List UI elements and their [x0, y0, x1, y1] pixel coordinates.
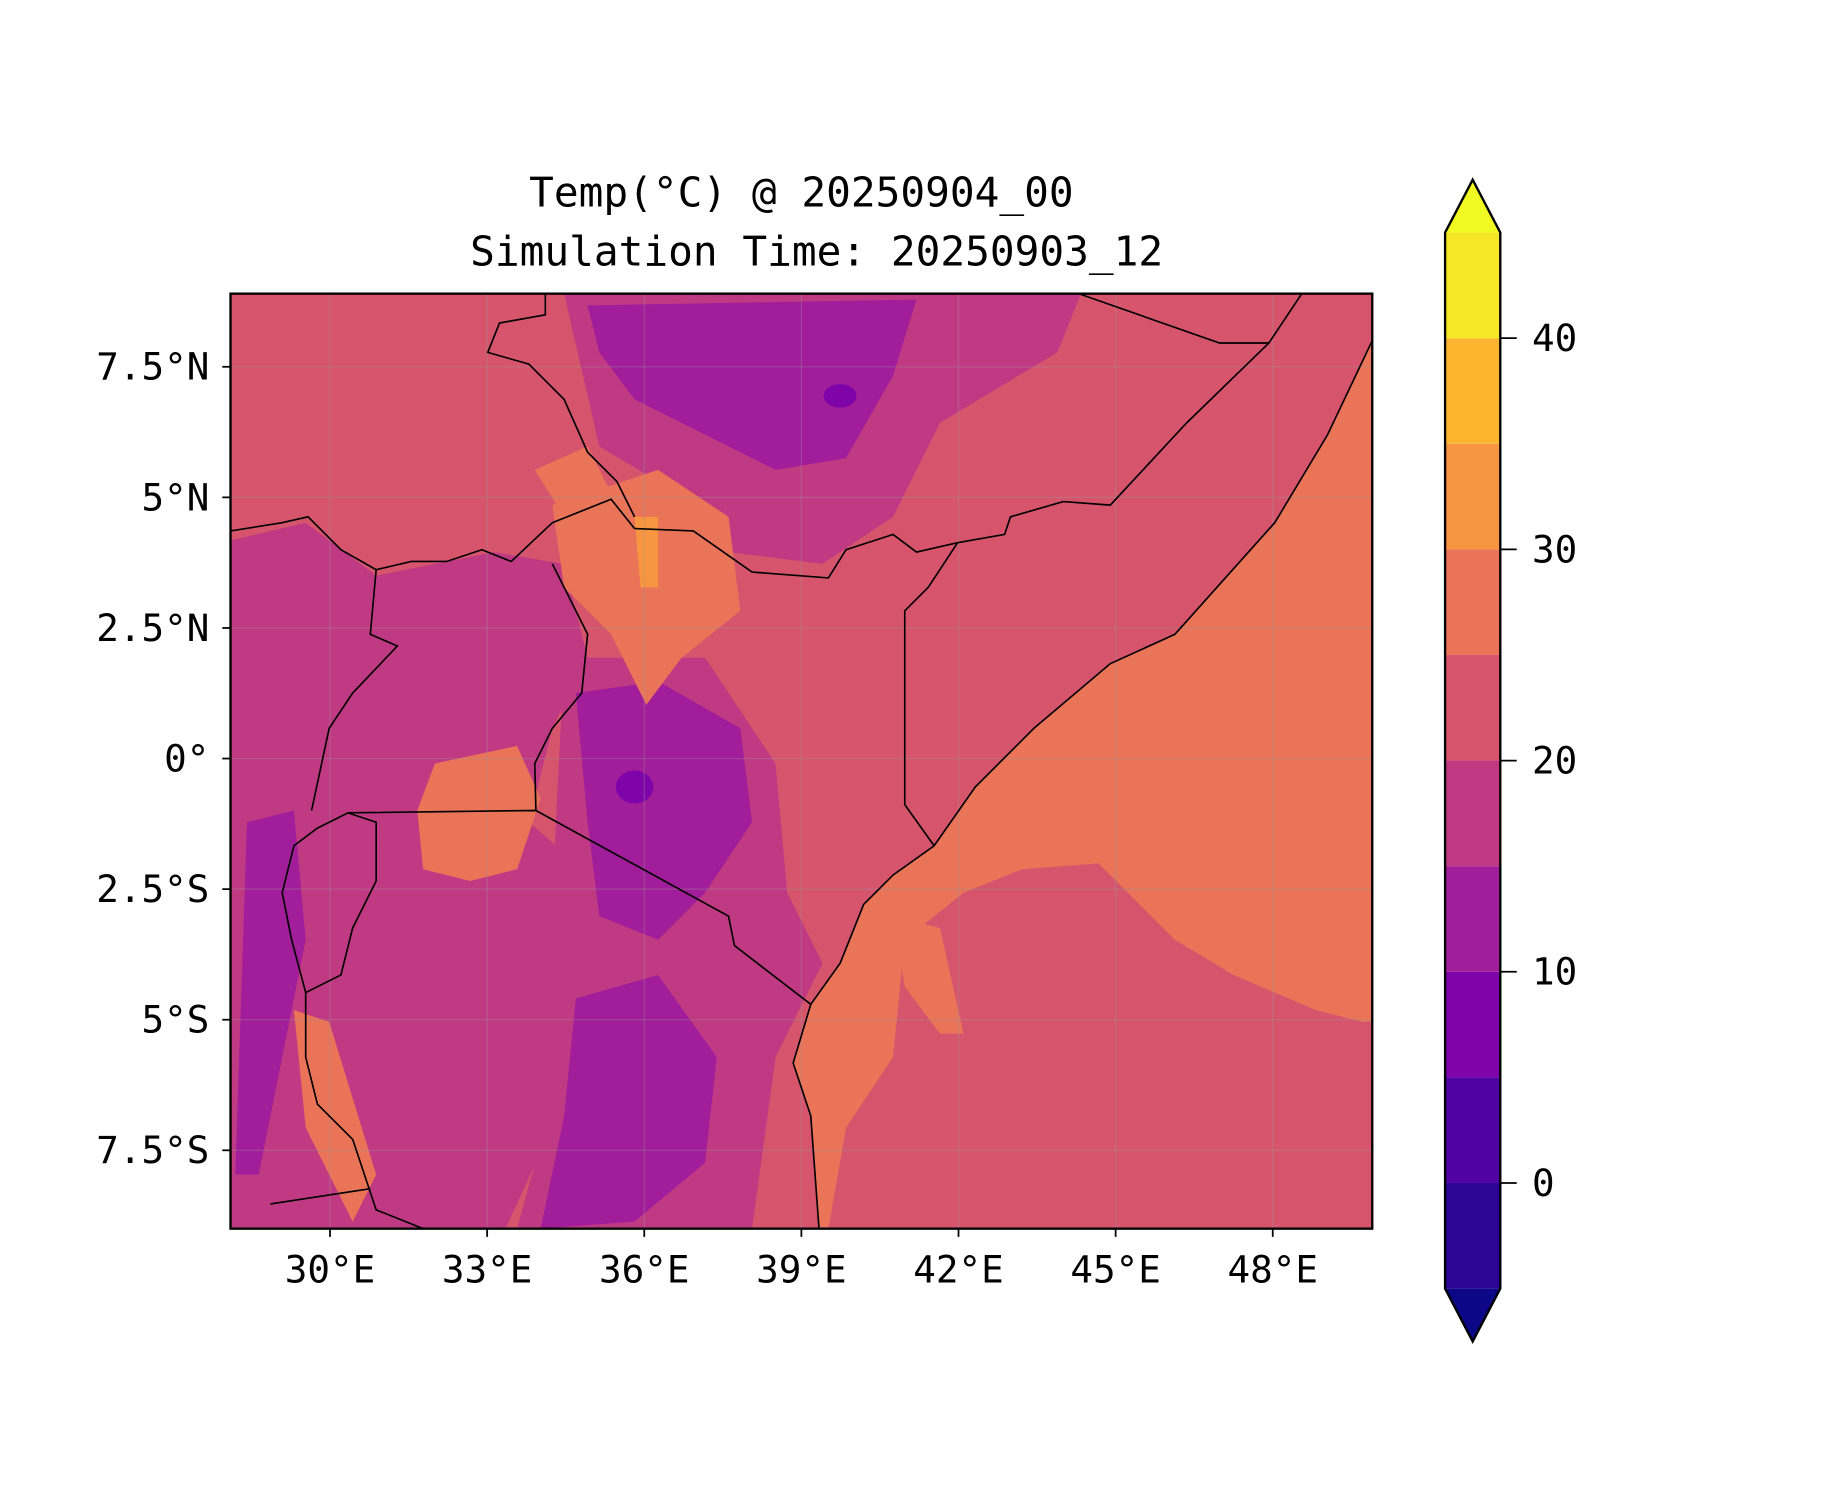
y-tick-label: 7.5°N — [96, 345, 209, 389]
colorbar-under-arrow — [1445, 1288, 1501, 1342]
y-axis: 7.5°N 5°N 2.5°N 0° 2.5°S 5°S 7.5°S — [96, 345, 231, 1172]
colorbar-band — [1445, 338, 1501, 444]
country-borders — [230, 293, 1373, 1229]
colorbar-band — [1445, 760, 1501, 867]
lake-victoria-warm — [417, 745, 541, 881]
ocean-warm-region — [793, 340, 1373, 1229]
colorbar-band — [1445, 971, 1501, 1078]
colorbar-tick-label: 20 — [1532, 738, 1577, 782]
ethiopia-coldest-spot — [823, 384, 857, 408]
kenya-highlands-region — [575, 681, 753, 940]
tanzania-north-border — [347, 809, 812, 1005]
x-axis: 30°E 33°E 36°E 39°E 42°E 45°E 48°E — [285, 1228, 1318, 1292]
colorbar-band — [1445, 1077, 1501, 1183]
x-tick-label: 36°E — [599, 1248, 690, 1292]
ethiopia-south-border — [634, 293, 1303, 579]
x-tick-label: 48°E — [1227, 1248, 1318, 1292]
y-tick-label: 0° — [164, 736, 209, 780]
y-tick-label: 5°S — [141, 998, 209, 1042]
turkana-hot — [634, 516, 659, 588]
south-sudan-border — [230, 498, 636, 571]
x-tick-label: 42°E — [913, 1248, 1004, 1292]
rift-cool-strip — [235, 810, 306, 1175]
kenya-coldest-spot — [615, 770, 654, 804]
y-tick-label: 7.5°S — [96, 1128, 209, 1172]
temperature-map — [230, 293, 1373, 1229]
colorbar-band — [1445, 1182, 1501, 1289]
tanzania-highlands-region — [540, 974, 717, 1229]
ethiopia-cool-core — [587, 299, 917, 470]
x-tick-label: 33°E — [442, 1248, 532, 1292]
colorbar-tick-label: 40 — [1532, 316, 1577, 360]
colorbar-band — [1445, 232, 1501, 339]
x-tick-label: 39°E — [756, 1248, 847, 1292]
y-tick-label: 2.5°N — [96, 606, 209, 650]
uganda-east-border — [533, 563, 589, 811]
northwest-warm — [534, 446, 612, 517]
x-tick-label: 30°E — [285, 1248, 376, 1292]
colorbar-tick-label: 10 — [1532, 950, 1577, 994]
y-tick-label: 2.5°S — [96, 867, 209, 911]
chart-title: Temp(°C) @ 20250904_00 — [529, 169, 1074, 217]
colorbar-band — [1445, 549, 1501, 655]
colorbar-outline — [1443, 177, 1502, 1344]
colorbar-over-arrow — [1445, 179, 1501, 233]
colorbar-band — [1445, 443, 1501, 550]
gridlines — [230, 293, 1373, 1229]
tanganyika-warm — [293, 1010, 377, 1222]
colorbar-tick-label: 30 — [1532, 527, 1577, 571]
y-tick-label: 5°N — [141, 475, 209, 519]
kenya-somalia-border — [903, 542, 959, 847]
somaliland-border — [1078, 293, 1269, 344]
ocean-coastal-strip — [893, 916, 964, 1034]
colorbar-band — [1445, 866, 1501, 972]
colorbar-tick-label: 0 — [1532, 1161, 1555, 1205]
zambia-border — [270, 1187, 371, 1205]
chart-subtitle: Simulation Time: 20250903_12 — [470, 227, 1163, 275]
tanganyika-shore — [304, 992, 424, 1229]
sudan-ethiopia-border — [486, 293, 636, 518]
colorbar: 0 10 20 30 40 — [1443, 177, 1577, 1344]
x-tick-label: 45°E — [1070, 1248, 1160, 1292]
colorbar-band — [1445, 654, 1501, 761]
uganda-drc-border — [310, 569, 399, 811]
